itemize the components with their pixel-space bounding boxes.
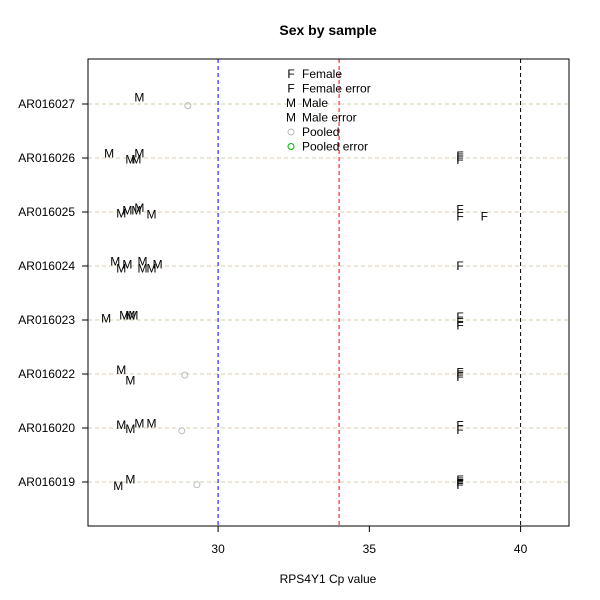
legend-symbol-pooled-error: [287, 143, 295, 150]
pooled-point-ar016019-0: [193, 481, 201, 489]
female-point-ar016023-9: F: [456, 318, 463, 332]
horizontal-gridlines: [88, 103, 569, 483]
female-point-ar016019-2: F: [456, 475, 463, 489]
legend-label-male-error: Male error: [302, 111, 357, 125]
female-point-ar016020-5: F: [456, 418, 463, 432]
pooled-point-ar016020-1: [178, 427, 186, 435]
male-point-ar016026-27: M: [134, 147, 144, 161]
female-point-ar016020-4: F: [456, 423, 463, 437]
male-point-ar016024-15: M: [137, 262, 147, 276]
y-tick-label-ar016022: AR016022: [18, 367, 75, 381]
male-point-ar016026-25: M: [125, 153, 135, 167]
male-point-ar016026-24: M: [104, 147, 114, 161]
male-point-ar016024-16: M: [137, 255, 147, 269]
female-point-ar016025-14: F: [456, 202, 463, 216]
legend-label-female: Female: [302, 67, 342, 81]
male-point-ar016025-22: M: [134, 201, 144, 215]
male-point-ar016020-5: M: [147, 417, 157, 431]
male-point-ar016023-8: M: [101, 311, 111, 325]
female-point-ar016026-17: F: [456, 151, 463, 165]
legend-label-female-error: Female error: [302, 82, 371, 96]
male-point-ar016022-6: M: [116, 363, 126, 377]
male-point-ar016022-7: M: [125, 373, 135, 387]
x-tick-label-35: 35: [363, 542, 377, 556]
y-axis: AR016019 AR016020 AR016022 AR016023 AR016024…: [18, 97, 88, 489]
female-point-ar016019-1: F: [456, 477, 463, 491]
male-point-ar016020-3: M: [125, 422, 135, 436]
legend-symbol-pooled: [287, 128, 295, 136]
male-point-ar016025-23: M: [147, 208, 157, 222]
male-point-ar016019-0: M: [113, 479, 123, 493]
legend-label-pooled-error: Pooled error: [302, 140, 368, 154]
chart-title: Sex by sample: [279, 22, 376, 38]
female-point-ar016026-16: F: [456, 153, 463, 167]
y-tick-label-ar016027: AR016027: [18, 97, 75, 111]
female-point-ar016022-7: F: [456, 368, 463, 382]
male-point-ar016024-14: M: [122, 257, 132, 271]
y-tick-label-ar016025: AR016025: [18, 205, 75, 219]
female-point-ar016019-0: F: [456, 478, 463, 492]
female-point-ar016019-3: F: [456, 473, 463, 487]
pooled-point-ar016027-3: [184, 102, 192, 110]
male-point-ar016024-13: M: [116, 262, 126, 276]
male-point-ar016026-26: M: [131, 153, 141, 167]
female-point-ar016023-11: F: [456, 310, 463, 324]
reference-lines: [217, 59, 522, 526]
male-point-ar016027-28: M: [134, 91, 144, 105]
female-point-ar016022-6: F: [456, 370, 463, 384]
male-point-ar016023-10: M: [125, 309, 135, 323]
male-point-ar016025-19: M: [116, 207, 126, 221]
legend-label-male: Male: [302, 96, 328, 110]
x-tick-label-30: 30: [211, 542, 225, 556]
y-tick-label-ar016024: AR016024: [18, 259, 75, 273]
y-tick-label-ar016019: AR016019: [18, 475, 75, 489]
male-point-ar016025-21: M: [131, 203, 141, 217]
male-point-ar016024-18: M: [153, 257, 163, 271]
legend-label-pooled: Pooled: [302, 125, 339, 139]
x-axis-label: RPS4Y1 Cp value: [280, 572, 377, 586]
female-point-ar016025-15: F: [481, 209, 488, 223]
male-point-ar016024-12: M: [110, 255, 120, 269]
male-point-ar016020-2: M: [116, 418, 126, 432]
female-point-ar016023-10: F: [456, 316, 463, 330]
male-point-ar016024-17: M: [147, 262, 157, 276]
y-tick-label-ar016026: AR016026: [18, 151, 75, 165]
legend-symbol-female-error: F: [287, 82, 294, 96]
pooled-point-ar016022-2: [181, 371, 189, 379]
y-tick-label-ar016020: AR016020: [18, 421, 75, 435]
legend-symbol-male-error: M: [286, 111, 296, 125]
x-axis: 30 35 40: [211, 525, 528, 556]
female-point-ar016022-8: F: [456, 365, 463, 379]
male-point-ar016025-20: M: [122, 203, 132, 217]
male-point-ar016020-4: M: [134, 417, 144, 431]
female-point-ar016026-18: F: [456, 149, 463, 163]
male-point-ar016019-1: M: [125, 472, 135, 486]
legend-symbol-female: F: [287, 67, 294, 81]
male-point-ar016023-9: M: [119, 309, 129, 323]
male-point-ar016023-11: M: [128, 309, 138, 323]
legend-symbol-male: M: [286, 96, 296, 110]
y-tick-label-ar016023: AR016023: [18, 313, 75, 327]
x-tick-label-40: 40: [514, 542, 528, 556]
female-point-ar016024-12: F: [456, 259, 463, 273]
female-point-ar016025-13: F: [456, 209, 463, 223]
